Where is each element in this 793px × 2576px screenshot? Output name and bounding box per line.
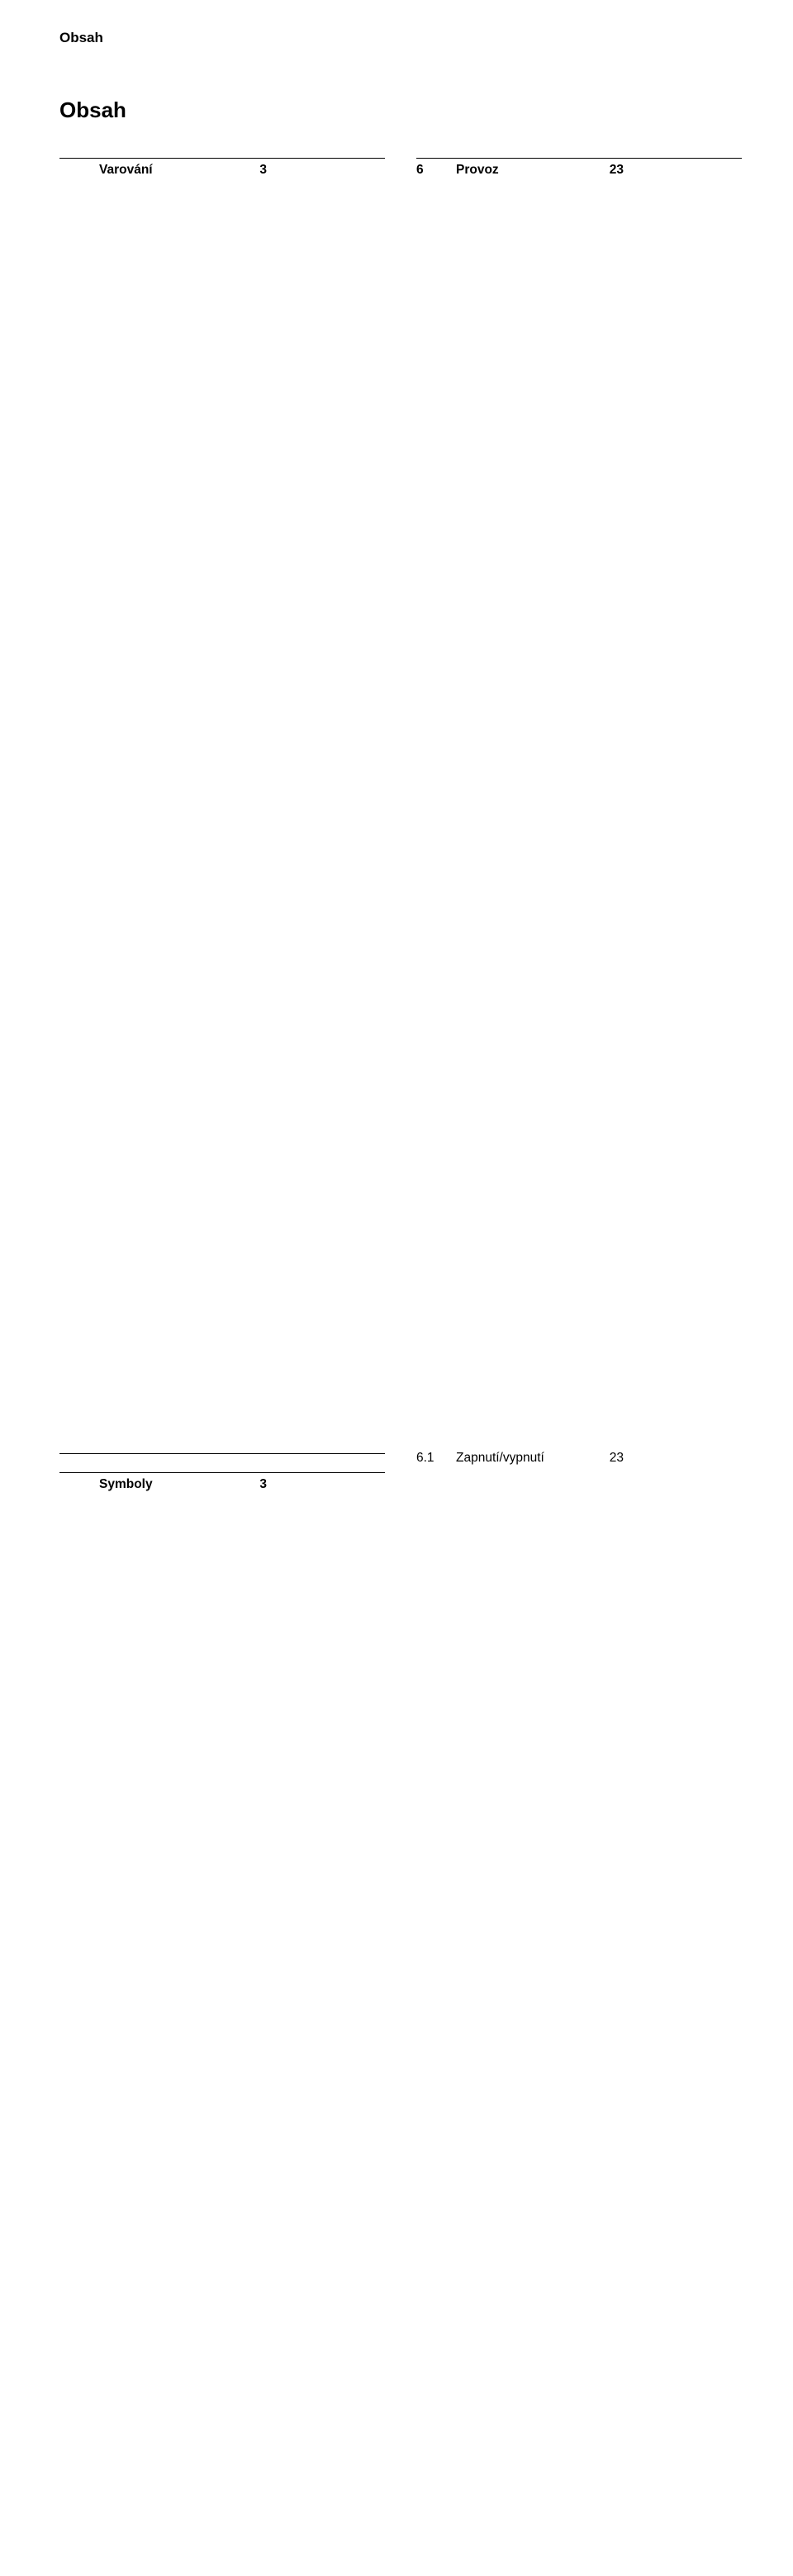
toc-entry-title: Provoz (456, 162, 599, 1450)
toc-entry-number: 6.1 (416, 1450, 456, 2576)
toc-column-left: Varování3Symboly31Podrobnosti o zařízení… (59, 158, 385, 2576)
toc-entry-title: Zapnutí/vypnutí (456, 1450, 599, 2576)
toc-section: Symboly3 (59, 1472, 385, 2576)
toc-header-row: Varování3 (59, 162, 385, 1450)
toc-entry-page: 3 (242, 162, 267, 1450)
toc-entry-page: 23 (599, 1450, 624, 2576)
section-rule (59, 158, 385, 159)
section-rule (59, 1453, 385, 1454)
toc-row: 6.1Zapnutí/vypnutí23 (416, 1450, 742, 2576)
toc-entry-number (59, 1476, 99, 2576)
toc-header-row: Symboly3 (59, 1476, 385, 2576)
section-rule (59, 1472, 385, 1473)
toc-entry-number: 6 (416, 162, 456, 1450)
running-head: Obsah (59, 30, 742, 46)
toc-entry-title: Symboly (99, 1476, 242, 2576)
section-rule (416, 158, 742, 159)
toc-header-row: 6Provoz23 (416, 162, 742, 1450)
page-title: Obsah (59, 97, 742, 123)
toc-entry-page: 3 (242, 1476, 267, 2576)
toc-table: Varování3 (59, 162, 385, 1450)
toc-entry-page: 23 (599, 162, 624, 1450)
toc-section: Varování3 (59, 158, 385, 1454)
toc-column-right: 6Provoz236.1Zapnutí/vypnutí236.2Ústřední… (416, 158, 742, 2576)
toc-entry-title: Varování (99, 162, 242, 1450)
toc-entry-number (59, 162, 99, 1450)
toc-section: 6Provoz236.1Zapnutí/vypnutí236.2Ústřední… (416, 158, 742, 2576)
toc-table: Symboly3 (59, 1476, 385, 2576)
toc-table: 6Provoz236.1Zapnutí/vypnutí236.2Ústřední… (416, 162, 742, 2576)
